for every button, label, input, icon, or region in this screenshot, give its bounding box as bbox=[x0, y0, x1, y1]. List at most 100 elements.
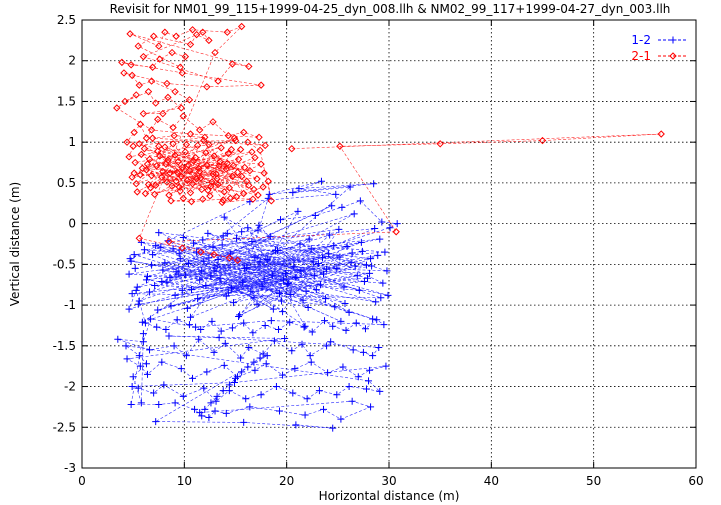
data-point-1-2 bbox=[184, 260, 192, 268]
data-point-1-2 bbox=[356, 197, 364, 205]
data-point-2-1 bbox=[256, 146, 264, 155]
data-point-2-1 bbox=[188, 180, 197, 188]
data-point-2-1 bbox=[226, 194, 235, 203]
data-point-2-1 bbox=[213, 175, 221, 183]
data-point-2-1 bbox=[233, 168, 242, 177]
legend-marker-2-1 bbox=[669, 52, 677, 60]
data-point-2-1 bbox=[188, 26, 197, 34]
data-point-1-2 bbox=[176, 255, 184, 263]
data-point-1-2 bbox=[286, 318, 294, 326]
data-point-2-1 bbox=[120, 69, 128, 77]
data-point-2-1 bbox=[210, 250, 218, 259]
data-point-1-2 bbox=[202, 282, 210, 290]
data-point-2-1 bbox=[149, 32, 158, 40]
data-point-1-2 bbox=[282, 269, 290, 277]
data-point-1-2 bbox=[280, 276, 288, 284]
data-point-1-2 bbox=[345, 383, 353, 391]
series-lines bbox=[116, 26, 662, 429]
data-point-2-1 bbox=[246, 166, 254, 175]
data-point-1-2 bbox=[292, 421, 300, 429]
y-tick-label: -3 bbox=[64, 461, 76, 475]
data-point-1-2 bbox=[316, 281, 324, 289]
data-point-2-1 bbox=[156, 55, 164, 63]
data-point-2-1 bbox=[245, 62, 253, 71]
data-point-2-1 bbox=[236, 145, 245, 154]
data-point-2-1 bbox=[158, 173, 166, 181]
data-point-1-2 bbox=[213, 392, 221, 400]
data-point-2-1 bbox=[179, 112, 188, 120]
data-point-1-2 bbox=[315, 387, 323, 395]
data-point-2-1 bbox=[129, 142, 137, 150]
data-point-2-1 bbox=[232, 193, 241, 201]
data-point-1-2 bbox=[290, 263, 298, 271]
data-point-1-2 bbox=[151, 282, 159, 290]
data-point-1-2 bbox=[359, 348, 367, 356]
data-point-2-1 bbox=[118, 58, 126, 67]
data-point-1-2 bbox=[134, 300, 142, 308]
data-point-1-2 bbox=[143, 370, 151, 378]
data-point-1-2 bbox=[210, 267, 218, 275]
data-point-1-2 bbox=[201, 405, 209, 413]
data-point-1-2 bbox=[228, 324, 236, 332]
data-point-2-1 bbox=[163, 178, 171, 186]
data-point-1-2 bbox=[239, 278, 247, 286]
data-point-1-2 bbox=[153, 323, 161, 331]
data-point-2-1 bbox=[174, 158, 182, 166]
data-point-2-1 bbox=[154, 147, 162, 155]
data-point-1-2 bbox=[166, 273, 174, 281]
data-point-2-1 bbox=[142, 134, 151, 142]
data-point-1-2 bbox=[263, 352, 271, 360]
data-point-2-1 bbox=[147, 171, 156, 180]
data-point-2-1 bbox=[239, 189, 248, 198]
data-point-1-2 bbox=[122, 342, 130, 350]
data-point-1-2 bbox=[376, 235, 384, 243]
data-point-1-2 bbox=[148, 261, 156, 269]
data-point-1-2 bbox=[181, 271, 189, 279]
y-tick-label: 2.5 bbox=[57, 13, 76, 27]
data-point-2-1 bbox=[229, 162, 238, 170]
data-point-2-1 bbox=[161, 143, 169, 151]
data-point-1-2 bbox=[178, 286, 186, 294]
data-point-1-2 bbox=[269, 305, 277, 313]
data-point-2-1 bbox=[178, 244, 186, 252]
data-point-1-2 bbox=[277, 216, 285, 224]
data-point-1-2 bbox=[158, 358, 166, 366]
data-point-1-2 bbox=[125, 305, 133, 313]
data-point-1-2 bbox=[353, 272, 361, 280]
data-point-1-2 bbox=[220, 361, 228, 369]
data-point-1-2 bbox=[276, 290, 284, 298]
data-point-2-1 bbox=[217, 144, 225, 152]
data-point-1-2 bbox=[260, 275, 268, 283]
data-point-1-2 bbox=[352, 319, 360, 327]
data-point-1-2 bbox=[223, 229, 231, 237]
data-point-2-1 bbox=[199, 195, 207, 203]
data-point-1-2 bbox=[355, 286, 363, 294]
data-point-1-2 bbox=[207, 399, 215, 407]
data-point-2-1 bbox=[239, 128, 248, 137]
data-point-2-1 bbox=[260, 169, 268, 177]
data-point-1-2 bbox=[167, 302, 175, 310]
data-point-2-1 bbox=[288, 144, 296, 153]
data-point-1-2 bbox=[249, 329, 257, 337]
y-tick-label: 0.5 bbox=[57, 176, 76, 190]
data-point-1-2 bbox=[161, 259, 169, 267]
y-tick-label: 1.5 bbox=[57, 94, 76, 108]
data-point-2-1 bbox=[181, 148, 190, 156]
data-point-2-1 bbox=[185, 96, 194, 104]
data-point-1-2 bbox=[248, 238, 256, 246]
data-point-1-2 bbox=[245, 343, 253, 351]
data-point-1-2 bbox=[192, 323, 200, 331]
data-point-1-2 bbox=[270, 337, 278, 345]
data-point-1-2 bbox=[379, 279, 387, 287]
data-point-1-2 bbox=[240, 319, 248, 327]
legend-marker-1-2 bbox=[669, 36, 677, 44]
data-point-1-2 bbox=[146, 288, 154, 296]
data-point-1-2 bbox=[329, 424, 337, 432]
legend-item-1-2: 1-2 bbox=[631, 33, 688, 47]
data-point-2-1 bbox=[173, 168, 181, 177]
legend-item-2-1: 2-1 bbox=[631, 49, 688, 63]
legend: 1-2 2-1 bbox=[631, 33, 688, 63]
data-point-1-2 bbox=[171, 399, 179, 407]
data-point-1-2 bbox=[191, 405, 199, 413]
data-point-1-2 bbox=[383, 267, 391, 275]
